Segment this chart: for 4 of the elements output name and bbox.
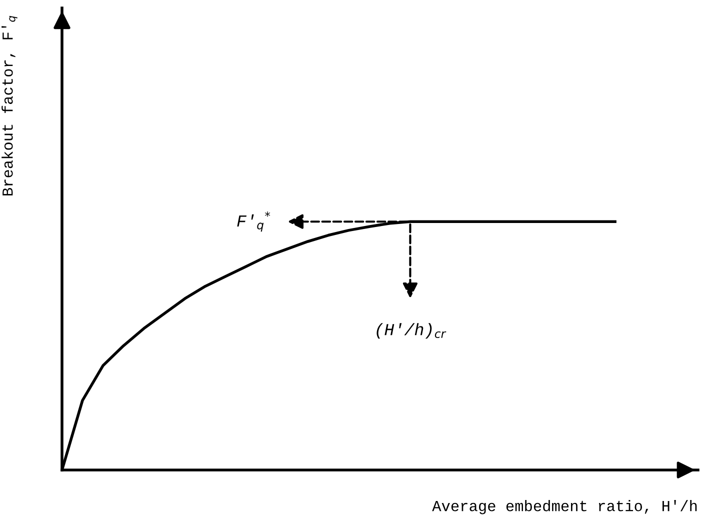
- y-axis-title: Breakout factor, F′$_{q}$: [2, 16, 18, 196]
- annotation: F′$_{q}$$^{*}$: [237, 211, 270, 232]
- x-axis-title: Average embedment ratio, H′/h: [432, 500, 697, 514]
- annotation: (H′/h)$_{cr}$: [376, 323, 446, 339]
